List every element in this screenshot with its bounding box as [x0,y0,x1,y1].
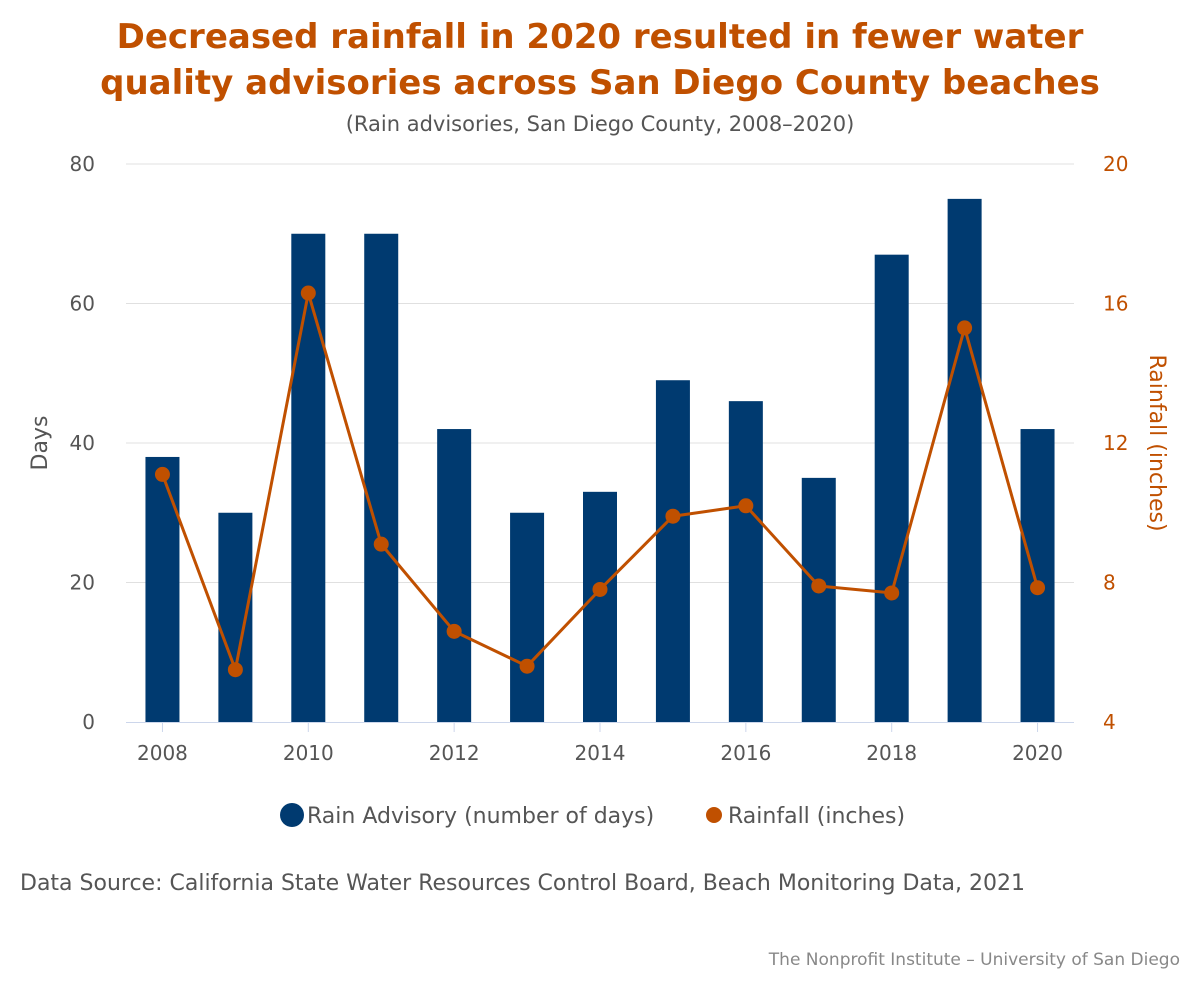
rainfall-point-2010 [300,285,316,301]
bar-2012 [437,429,472,722]
y-tick-label: 0 [82,710,95,734]
x-tick-label: 2016 [720,741,771,765]
y2-tick-label: 16 [1103,292,1128,316]
rainfall-point-2017 [811,578,827,594]
rainfall-point-2012 [446,623,462,639]
y2-tick-label: 8 [1103,571,1116,595]
rainfall-point-2011 [373,536,389,552]
bar-2014 [583,491,617,722]
credit-note: The Nonprofit Institute – University of … [768,950,1180,970]
rainfall-point-2018 [884,585,900,601]
rainfall-point-2009 [227,662,243,678]
x-tick-label: 2014 [575,741,626,765]
chart-subtitle: (Rain advisories, San Diego County, 2008… [345,112,855,136]
rain-advisory-chart: 0 20 40 60 80 4 8 12 16 20 2008 2010 2012 2014 2016 201… [28,152,1169,829]
rainfall-point-2019 [957,320,973,336]
bar-2017 [801,477,836,722]
bar-2018 [874,254,909,723]
bar-2016 [728,401,763,722]
y-tick-label: 80 [70,152,95,176]
bar-2008 [145,456,180,722]
y-axis-title: Days [28,416,53,471]
chart-title-line-1: Decreased rainfall in 2020 resulted in f… [116,17,1084,57]
legend-label-rain-advisory: Rain Advisory (number of days) [307,804,654,829]
rainfall-point-2016 [738,498,754,514]
rainfall-point-2008 [154,466,170,482]
x-tick-label: 2010 [283,741,334,765]
x-tick-label: 2020 [1012,741,1063,765]
legend-marker-rainfall [706,807,722,823]
bar-2010 [291,233,326,722]
bar-2013 [510,512,545,722]
y-tick-label: 20 [70,571,95,595]
bar-2019 [947,198,982,722]
legend-label-rainfall: Rainfall (inches) [728,804,905,829]
bar-2011 [364,233,399,722]
rainfall-point-2014 [592,581,608,597]
rainfall-point-2020 [1030,580,1046,596]
chart-title-line-2: quality advisories across San Diego Coun… [100,63,1100,103]
y2-tick-label: 20 [1103,152,1128,176]
data-source-note: Data Source: California State Water Reso… [20,871,1025,896]
x-tick-label: 2012 [429,741,480,765]
bar-2009 [218,512,253,722]
y2-tick-label: 4 [1103,710,1116,734]
rainfall-point-2015 [665,508,681,524]
x-tick-label: 2008 [137,741,188,765]
y-tick-label: 40 [70,431,95,455]
bar-2020 [1020,429,1055,722]
y-tick-label: 60 [70,292,95,316]
y2-tick-label: 12 [1103,431,1128,455]
bar-2015 [655,380,690,722]
y2-axis-title: Rainfall (inches) [1144,354,1169,531]
chart-title: Decreased rainfall in 2020 resulted in f… [0,14,1200,106]
legend-marker-rain-advisory [280,803,304,827]
x-tick-label: 2018 [866,741,917,765]
rainfall-point-2013 [519,658,535,674]
